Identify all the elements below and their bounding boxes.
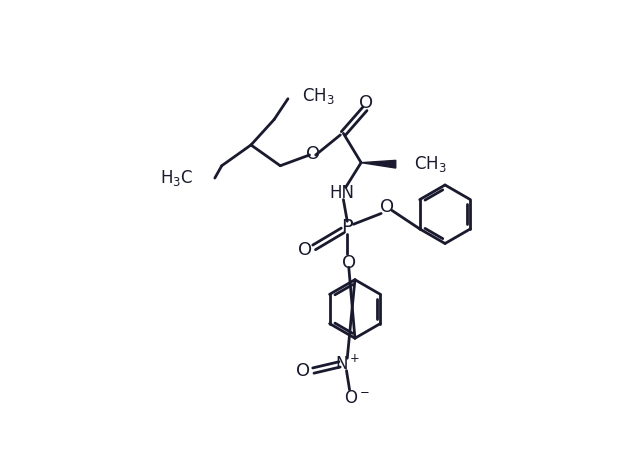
Polygon shape [361, 160, 396, 168]
Text: O: O [380, 198, 394, 216]
Text: H$_3$C: H$_3$C [160, 168, 193, 188]
Text: P: P [341, 218, 353, 237]
Text: O: O [342, 254, 356, 272]
Text: O: O [298, 242, 312, 259]
Text: HN: HN [330, 184, 355, 203]
Text: CH$_3$: CH$_3$ [302, 86, 335, 106]
Text: O: O [360, 94, 374, 111]
Text: O$^-$: O$^-$ [344, 389, 371, 407]
Text: O: O [296, 361, 310, 380]
Text: N$^+$: N$^+$ [335, 355, 361, 374]
Text: O: O [305, 145, 319, 163]
Text: CH$_3$: CH$_3$ [414, 154, 447, 174]
